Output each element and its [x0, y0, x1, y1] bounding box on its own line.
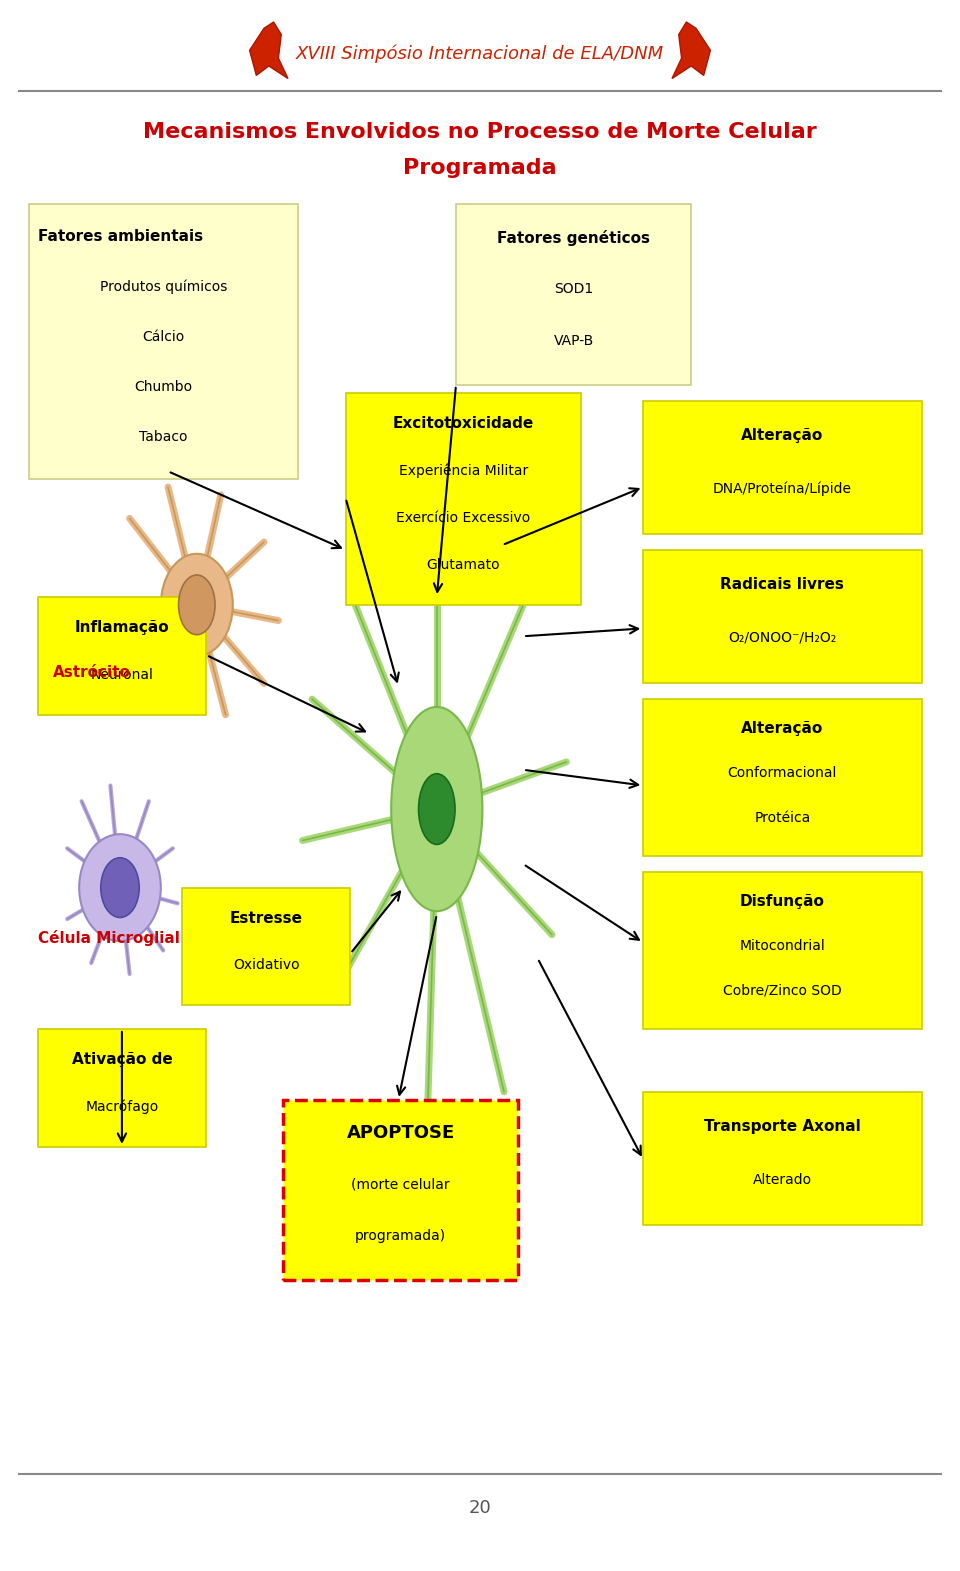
Text: Alterado: Alterado	[753, 1174, 812, 1188]
Text: Astrócito: Astrócito	[53, 665, 131, 680]
Text: Mecanismos Envolvidos no Processo de Morte Celular: Mecanismos Envolvidos no Processo de Mor…	[143, 123, 817, 141]
Text: Produtos químicos: Produtos químicos	[100, 280, 227, 294]
FancyBboxPatch shape	[456, 204, 691, 385]
Text: Estresse: Estresse	[229, 911, 303, 925]
Ellipse shape	[419, 775, 455, 845]
Text: Cálcio: Cálcio	[142, 330, 184, 344]
Text: Transporte Axonal: Transporte Axonal	[704, 1119, 861, 1134]
Text: Oxidativo: Oxidativo	[233, 958, 300, 972]
Text: Fatores ambientais: Fatores ambientais	[38, 229, 204, 244]
Text: DNA/Proteína/Lípide: DNA/Proteína/Lípide	[713, 481, 852, 496]
Text: Alteração: Alteração	[741, 427, 824, 443]
Text: Tabaco: Tabaco	[139, 429, 187, 443]
Text: Mitocondrial: Mitocondrial	[739, 939, 826, 954]
Text: Conformacional: Conformacional	[728, 767, 837, 781]
Ellipse shape	[392, 707, 483, 911]
Text: VAP-B: VAP-B	[554, 335, 593, 349]
Text: Experiência Militar: Experiência Militar	[398, 463, 528, 478]
Ellipse shape	[160, 555, 232, 657]
Text: Chumbo: Chumbo	[134, 380, 192, 394]
FancyBboxPatch shape	[346, 393, 581, 605]
Text: programada): programada)	[355, 1230, 446, 1244]
Polygon shape	[672, 22, 710, 79]
Text: Programada: Programada	[403, 159, 557, 178]
FancyBboxPatch shape	[643, 550, 922, 683]
Text: O₂/ONOO⁻/H₂O₂: O₂/ONOO⁻/H₂O₂	[729, 632, 836, 646]
Text: APOPTOSE: APOPTOSE	[347, 1125, 455, 1142]
Text: 20: 20	[468, 1499, 492, 1518]
Ellipse shape	[101, 858, 139, 917]
Ellipse shape	[179, 575, 215, 635]
Text: Alteração: Alteração	[741, 721, 824, 735]
Text: Protéica: Protéica	[755, 811, 810, 825]
Text: Célula Microglial: Célula Microglial	[38, 930, 180, 946]
Text: Exercício Excessivo: Exercício Excessivo	[396, 511, 530, 525]
FancyBboxPatch shape	[643, 699, 922, 856]
Text: Fatores genéticos: Fatores genéticos	[497, 229, 650, 245]
Polygon shape	[250, 22, 288, 79]
Ellipse shape	[79, 834, 161, 941]
FancyBboxPatch shape	[38, 1029, 206, 1147]
Text: XVIII Simpósio Internacional de ELA/DNM: XVIII Simpósio Internacional de ELA/DNM	[296, 44, 664, 63]
Text: Radicais livres: Radicais livres	[720, 577, 845, 592]
FancyBboxPatch shape	[643, 1092, 922, 1225]
Text: Glutamato: Glutamato	[426, 558, 500, 572]
FancyBboxPatch shape	[38, 597, 206, 715]
Text: Neuronal: Neuronal	[91, 668, 154, 682]
FancyBboxPatch shape	[283, 1100, 518, 1280]
Text: (morte celular: (morte celular	[351, 1178, 450, 1192]
Text: SOD1: SOD1	[554, 283, 593, 297]
Text: Ativação de: Ativação de	[72, 1053, 173, 1067]
FancyBboxPatch shape	[182, 888, 350, 1005]
Text: Disfunção: Disfunção	[740, 894, 825, 908]
FancyBboxPatch shape	[29, 204, 298, 479]
FancyBboxPatch shape	[643, 872, 922, 1029]
Text: Macrófago: Macrófago	[85, 1100, 159, 1114]
FancyBboxPatch shape	[643, 401, 922, 534]
Text: Inflamação: Inflamação	[75, 621, 170, 635]
Text: Excitotoxicidade: Excitotoxicidade	[393, 416, 534, 430]
Text: Cobre/Zinco SOD: Cobre/Zinco SOD	[723, 983, 842, 998]
